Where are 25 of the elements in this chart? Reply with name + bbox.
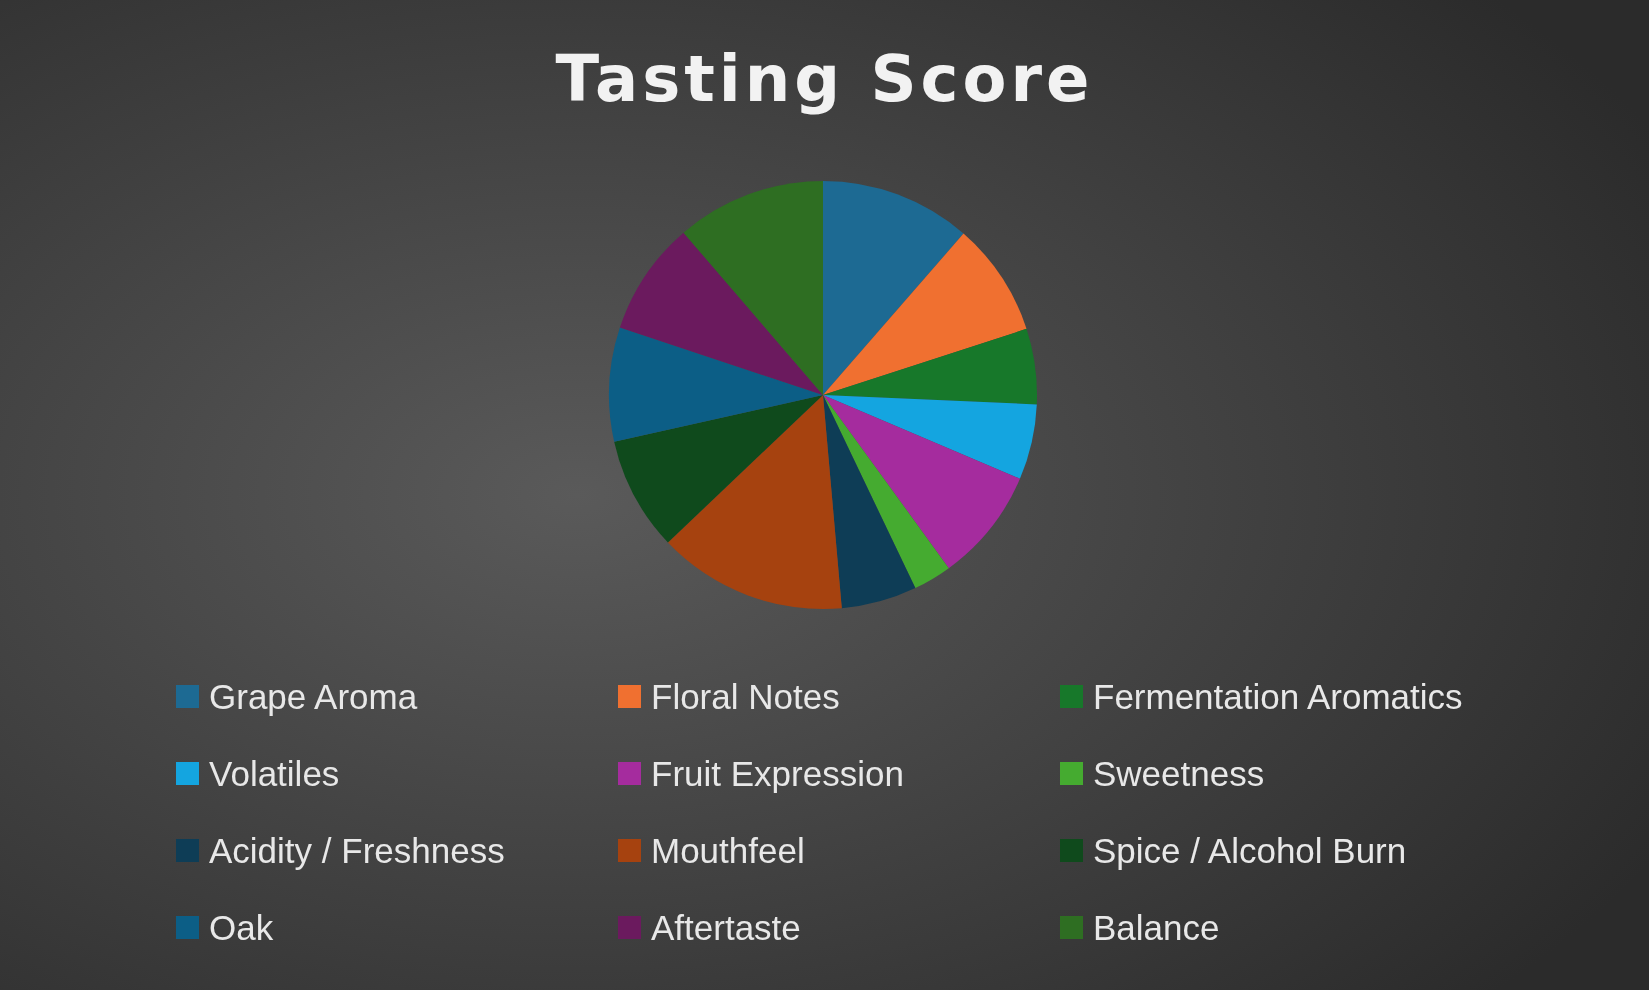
pie-slice (609, 327, 823, 442)
legend-label: Fermentation Aromatics (1093, 677, 1463, 716)
legend-label: Acidity / Freshness (209, 831, 505, 870)
pie-slice (823, 395, 949, 589)
legend-label: Fruit Expression (651, 754, 904, 793)
pie-slice (823, 328, 1037, 405)
legend-label: Oak (209, 908, 274, 947)
pie-slice (614, 395, 823, 543)
legend-label: Volatiles (209, 754, 340, 793)
pie-slice (823, 395, 1037, 479)
legend-label: Grape Aroma (209, 677, 418, 716)
pie-slice (823, 181, 964, 395)
pie-slice (823, 395, 1020, 569)
legend-label: Floral Notes (651, 677, 840, 716)
legend-label: Balance (1093, 908, 1220, 947)
pie-slice (619, 232, 823, 395)
legend-label: Mouthfeel (651, 831, 805, 870)
legend-label: Spice / Alcohol Burn (1093, 831, 1407, 870)
legend-label: Sweetness (1093, 754, 1265, 793)
pie-slice (823, 233, 1027, 395)
pie-slice (683, 181, 823, 395)
chart-title: Tasting Score (555, 42, 1094, 116)
pie-slice (823, 395, 916, 609)
legend-label: Aftertaste (651, 908, 801, 947)
pie-slice (667, 395, 842, 609)
